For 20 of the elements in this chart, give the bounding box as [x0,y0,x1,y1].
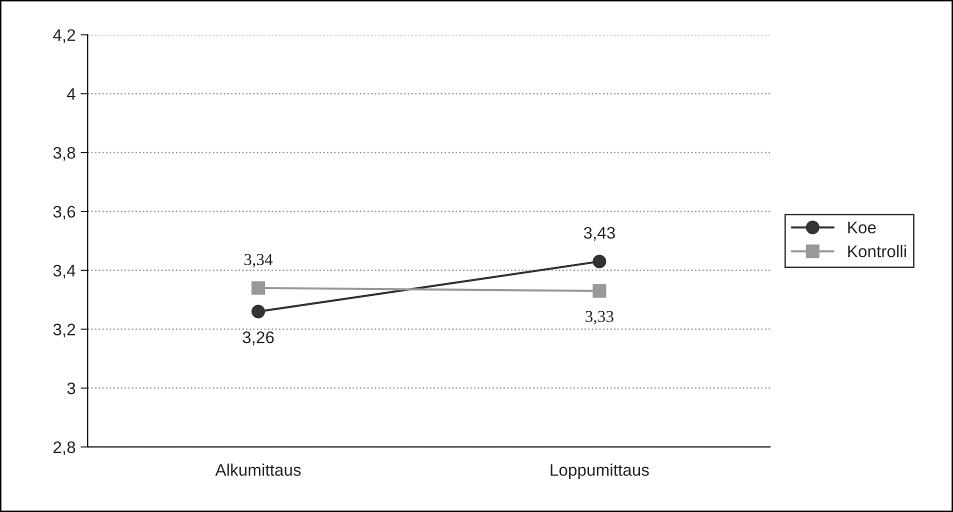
data-label: 3,43 [584,226,615,241]
data-label: 3,33 [586,310,614,325]
point [592,284,606,298]
y-tick-label: 2,8 [54,441,76,456]
y-tick-label: 3,8 [53,146,76,161]
y-tick-label: 4,2 [53,29,76,43]
point [251,304,266,318]
data-label: 3,26 [242,331,274,346]
y-tick-label: 3,4 [53,264,76,279]
x-tick-label: Alkumittaus [215,464,301,476]
y-tick-label: 3,6 [53,206,76,220]
point [592,254,606,268]
y-tick-label: 3 [67,382,76,394]
y-tick-label: 3,2 [53,324,76,338]
x-tick-label: Loppumittaus [550,464,649,480]
legend-label: Koe [848,222,876,234]
point [251,281,266,295]
y-tick-label: 4 [66,88,76,100]
legend-label: Kontrolli [848,245,906,258]
data-label: 3,34 [244,254,273,268]
